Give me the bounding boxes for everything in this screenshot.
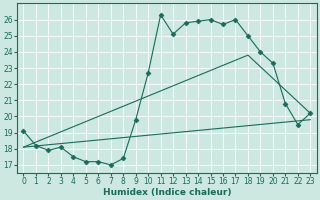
X-axis label: Humidex (Indice chaleur): Humidex (Indice chaleur) [103,188,231,197]
